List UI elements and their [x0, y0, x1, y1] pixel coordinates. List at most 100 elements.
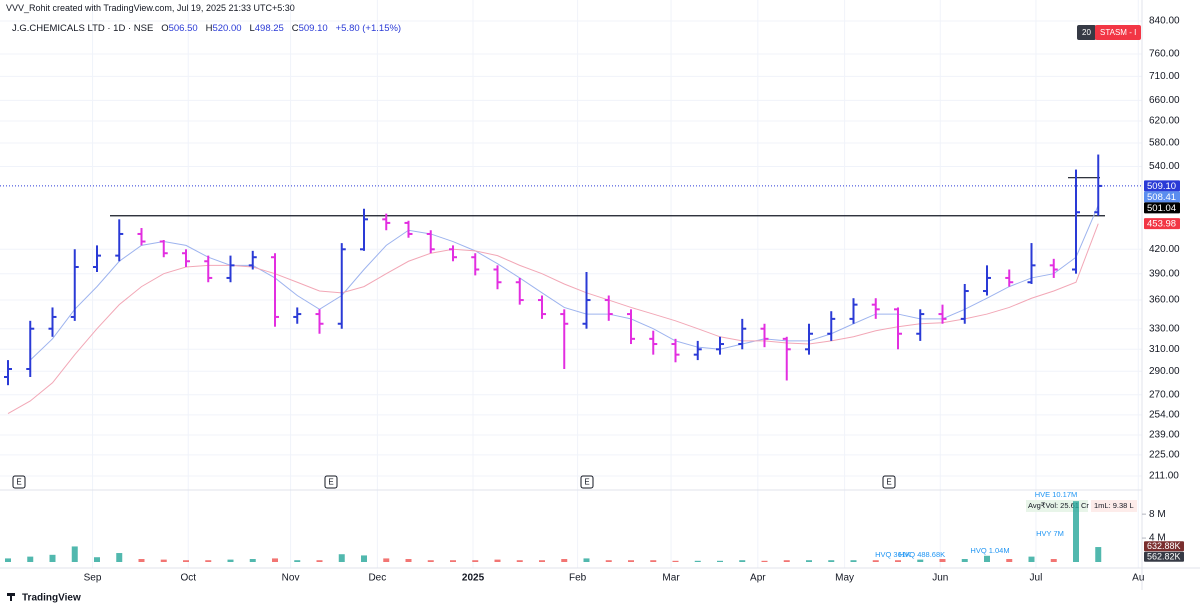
- y-tick-label: 620.00: [1149, 116, 1180, 127]
- earnings-label: E: [886, 478, 891, 487]
- x-tick-label: Jul: [1030, 573, 1043, 584]
- ohlc-bar: [871, 298, 880, 319]
- volume-bar: [895, 560, 901, 562]
- volume-bar: [183, 560, 189, 562]
- volume-bar: [650, 560, 657, 562]
- label-l: L: [249, 23, 255, 34]
- y-tick-label: 840.00: [1149, 16, 1180, 27]
- volume-annotation: HVQ 361K: [875, 550, 911, 559]
- price-tag: [1144, 191, 1180, 203]
- y-tick-label: 211.00: [1149, 471, 1179, 482]
- volume-bar: [628, 560, 634, 562]
- volume-bar: [539, 560, 545, 562]
- price-tag-label: 501.04: [1147, 203, 1176, 214]
- volume-bar: [739, 560, 746, 562]
- volume-annotation: HVQ 1.04M: [970, 546, 1009, 555]
- ohlc-bar: [538, 295, 546, 319]
- x-tick-label: Dec: [368, 573, 386, 584]
- volume-bar: [1006, 559, 1013, 562]
- y-tick-label: 254.00: [1149, 410, 1180, 421]
- ohlc-bar: [649, 330, 658, 355]
- y-tick-label: 390.00: [1149, 268, 1180, 279]
- y-tick-label: 360.00: [1149, 295, 1180, 306]
- ohlc-bar: [738, 318, 747, 350]
- ohlc-bar: [827, 311, 836, 341]
- logo-icon: [7, 593, 15, 601]
- ohlc-bar: [582, 272, 591, 329]
- ohlc-bar: [493, 265, 502, 290]
- indicator-badge: 20: [1077, 25, 1096, 40]
- volume-bar: [783, 560, 790, 562]
- ohlc-bar: [137, 228, 146, 246]
- volume-bar: [49, 554, 56, 562]
- label-c: C: [291, 23, 299, 34]
- ohlc-bar: [983, 265, 991, 296]
- y-tick-label: 239.00: [1149, 430, 1180, 441]
- ohlc-bar: [248, 250, 257, 270]
- y-tick-label: 225.00: [1149, 449, 1180, 460]
- ohlc-bar: [115, 219, 124, 262]
- ohlc-bar: [1072, 169, 1080, 274]
- y-tick-label: 660.00: [1149, 95, 1180, 106]
- ohlc-bar: [894, 307, 902, 350]
- ohlc-bar: [360, 208, 368, 251]
- ohlc-bar: [337, 243, 346, 329]
- x-tick-label: Jun: [932, 573, 948, 584]
- ohlc-bar: [960, 283, 969, 324]
- ohlc-bar: [426, 230, 435, 254]
- volume-tag-label: 562.82K: [1147, 552, 1181, 562]
- ohlc-bar: [916, 309, 925, 341]
- volume-bar: [984, 555, 990, 562]
- ohlc-bar: [226, 255, 235, 283]
- volume-bar: [338, 554, 345, 562]
- ohlc-bar: [671, 338, 680, 363]
- volume-bar: [494, 559, 501, 562]
- x-tick-label: Feb: [569, 573, 587, 584]
- avg-vol: Avg₹Vol: 25.61 Cr: [1028, 501, 1089, 510]
- y-tick-label: 540.00: [1149, 161, 1180, 172]
- volume-bar: [316, 560, 323, 562]
- volume-bar: [561, 559, 568, 562]
- close-value: 509.10: [298, 23, 328, 34]
- volume-bar: [961, 559, 968, 562]
- ohlc-bar: [159, 240, 168, 258]
- y-tick-label: 760.00: [1149, 49, 1180, 60]
- label-h: H: [205, 23, 213, 34]
- volume-bar: [116, 553, 123, 562]
- ohlc-bar: [805, 323, 813, 355]
- volume-bar: [138, 559, 145, 562]
- volume-bar: [1050, 559, 1057, 562]
- volume-bar: [249, 559, 256, 562]
- ohlc-header: J.G.CHEMICALS LTD · 1D · NSE O506.50 H52…: [12, 23, 401, 34]
- ohlc-bar: [449, 245, 457, 262]
- volume-bar: [361, 555, 367, 562]
- earnings-box: [580, 475, 594, 489]
- ohlc-bar: [1094, 154, 1103, 216]
- ohlc-bar: [849, 298, 858, 324]
- earnings-label: E: [584, 478, 589, 487]
- volume-bar: [450, 560, 456, 562]
- volume-bar: [828, 560, 835, 562]
- ohlc-bar: [1005, 269, 1014, 287]
- volume-bar: [1073, 501, 1079, 562]
- x-tick-label: Sep: [84, 573, 102, 584]
- volume-annotation: HVQ 488.68K: [899, 550, 945, 559]
- ohlc-bar: [70, 249, 79, 321]
- low-value: 498.25: [254, 23, 284, 34]
- moving-average: [7, 223, 1099, 415]
- x-tick-label: Nov: [282, 573, 300, 584]
- x-tick-label: 2025: [462, 573, 485, 584]
- avg-vol-box: [1026, 500, 1088, 512]
- price-tag: [1144, 180, 1180, 192]
- high-value: 520.00: [212, 23, 242, 34]
- ohlc-bar: [48, 307, 57, 337]
- volume-bar: [5, 558, 11, 562]
- ohlc-bar: [382, 213, 391, 231]
- volume-bar: [516, 560, 523, 562]
- ohlc-bar: [1027, 243, 1036, 284]
- earnings-box: [324, 475, 338, 489]
- volume-bar: [71, 546, 78, 562]
